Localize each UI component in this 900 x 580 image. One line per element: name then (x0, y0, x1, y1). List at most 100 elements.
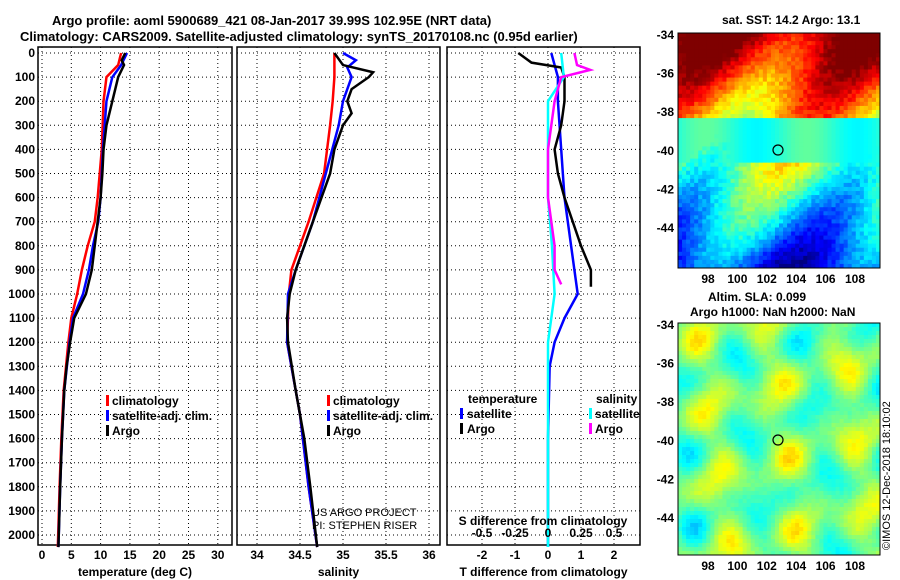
map-pixel (758, 455, 764, 460)
map-pixel (867, 211, 873, 216)
map-pixel (823, 439, 828, 444)
map-pixel (859, 191, 865, 196)
map-pixel (791, 130, 796, 135)
map-pixel (762, 97, 768, 103)
map-pixel (682, 97, 687, 103)
map-pixel (682, 411, 687, 416)
map-pixel (843, 403, 849, 408)
map-pixel (871, 174, 877, 180)
map-pixel (847, 41, 853, 46)
map-pixel (698, 423, 703, 428)
map-pixel (843, 215, 849, 220)
map-pixel (682, 459, 687, 464)
map-pixel (690, 359, 695, 364)
map-pixel (762, 158, 768, 164)
map-pixel (819, 339, 824, 344)
map-pixel (698, 459, 703, 464)
map-pixel (807, 77, 812, 83)
map-pixel (694, 61, 699, 66)
map-pixel (843, 363, 849, 368)
map-pixel (795, 85, 800, 91)
map-pixel (843, 162, 849, 168)
map-pixel (799, 174, 804, 180)
map-pixel (811, 178, 816, 184)
map-pixel (754, 371, 760, 376)
map-pixel (710, 391, 715, 396)
map-pixel (795, 109, 800, 115)
map-pixel (787, 371, 792, 376)
map-pixel (774, 371, 780, 376)
map-pixel (774, 467, 780, 472)
map-pixel (859, 455, 865, 460)
map-pixel (686, 114, 691, 119)
map-pixel (698, 186, 703, 192)
map-pixel (738, 399, 744, 404)
map-pixel (859, 77, 865, 83)
map-pixel (738, 57, 744, 62)
map-pixel (795, 415, 800, 420)
map-pixel (839, 467, 845, 472)
map-pixel (859, 359, 865, 364)
map-pixel (835, 130, 841, 135)
map-pixel (766, 109, 772, 115)
map-pixel (851, 53, 857, 58)
map-pixel (871, 395, 877, 400)
map-pixel (710, 227, 715, 233)
map-pixel (803, 61, 808, 66)
map-pixel (706, 114, 711, 119)
map-pixel (791, 69, 796, 75)
map-pixel (799, 134, 804, 139)
map-pixel (730, 243, 736, 249)
map-pixel (831, 41, 837, 46)
map-pixel (746, 227, 752, 233)
map-pixel (783, 471, 788, 476)
map-pixel (819, 199, 824, 204)
map-pixel (714, 162, 719, 168)
map-pixel (863, 359, 869, 364)
map-pixel (730, 138, 736, 143)
map-pixel (726, 355, 732, 360)
map-pixel (758, 367, 764, 372)
map-pixel (835, 443, 841, 448)
map-pixel (678, 427, 683, 432)
map-pixel (803, 97, 808, 103)
map-pixel (714, 323, 719, 328)
map-pixel (702, 439, 707, 444)
map-pixel (738, 375, 744, 380)
map-pixel (855, 37, 861, 42)
map-pixel (698, 355, 703, 360)
map-pixel (722, 431, 727, 436)
map-pixel (815, 37, 820, 42)
map-pixel (823, 150, 828, 156)
map-pixel (738, 355, 744, 360)
map-pixel (819, 166, 824, 172)
map-pixel (779, 101, 784, 107)
map-pixel (682, 219, 687, 224)
map-pixel (722, 403, 727, 408)
map-pixel (746, 37, 752, 42)
project-label: US ARGO PROJECT (312, 507, 417, 519)
map-pixel (871, 383, 877, 388)
map-pixel (783, 255, 788, 261)
map-pixel (811, 41, 816, 46)
map-pixel (815, 203, 820, 208)
map-pixel (682, 247, 687, 253)
map-pixel (843, 49, 849, 54)
map-pixel (710, 174, 715, 180)
map-pixel (686, 231, 691, 237)
map-pixel (710, 69, 715, 75)
map-pixel (714, 215, 719, 220)
map-pixel (811, 339, 816, 344)
map-pixel (690, 239, 695, 245)
map-pixel (766, 203, 772, 208)
map-pixel (867, 158, 873, 164)
map-pixel (839, 331, 845, 336)
map-pixel (827, 391, 833, 396)
map-pixel (722, 391, 727, 396)
map-pixel (714, 255, 719, 261)
map-pixel (694, 367, 699, 372)
map-pixel (839, 53, 845, 58)
map-pixel (694, 93, 699, 99)
map-pixel (730, 431, 736, 436)
map-pixel (690, 162, 695, 168)
